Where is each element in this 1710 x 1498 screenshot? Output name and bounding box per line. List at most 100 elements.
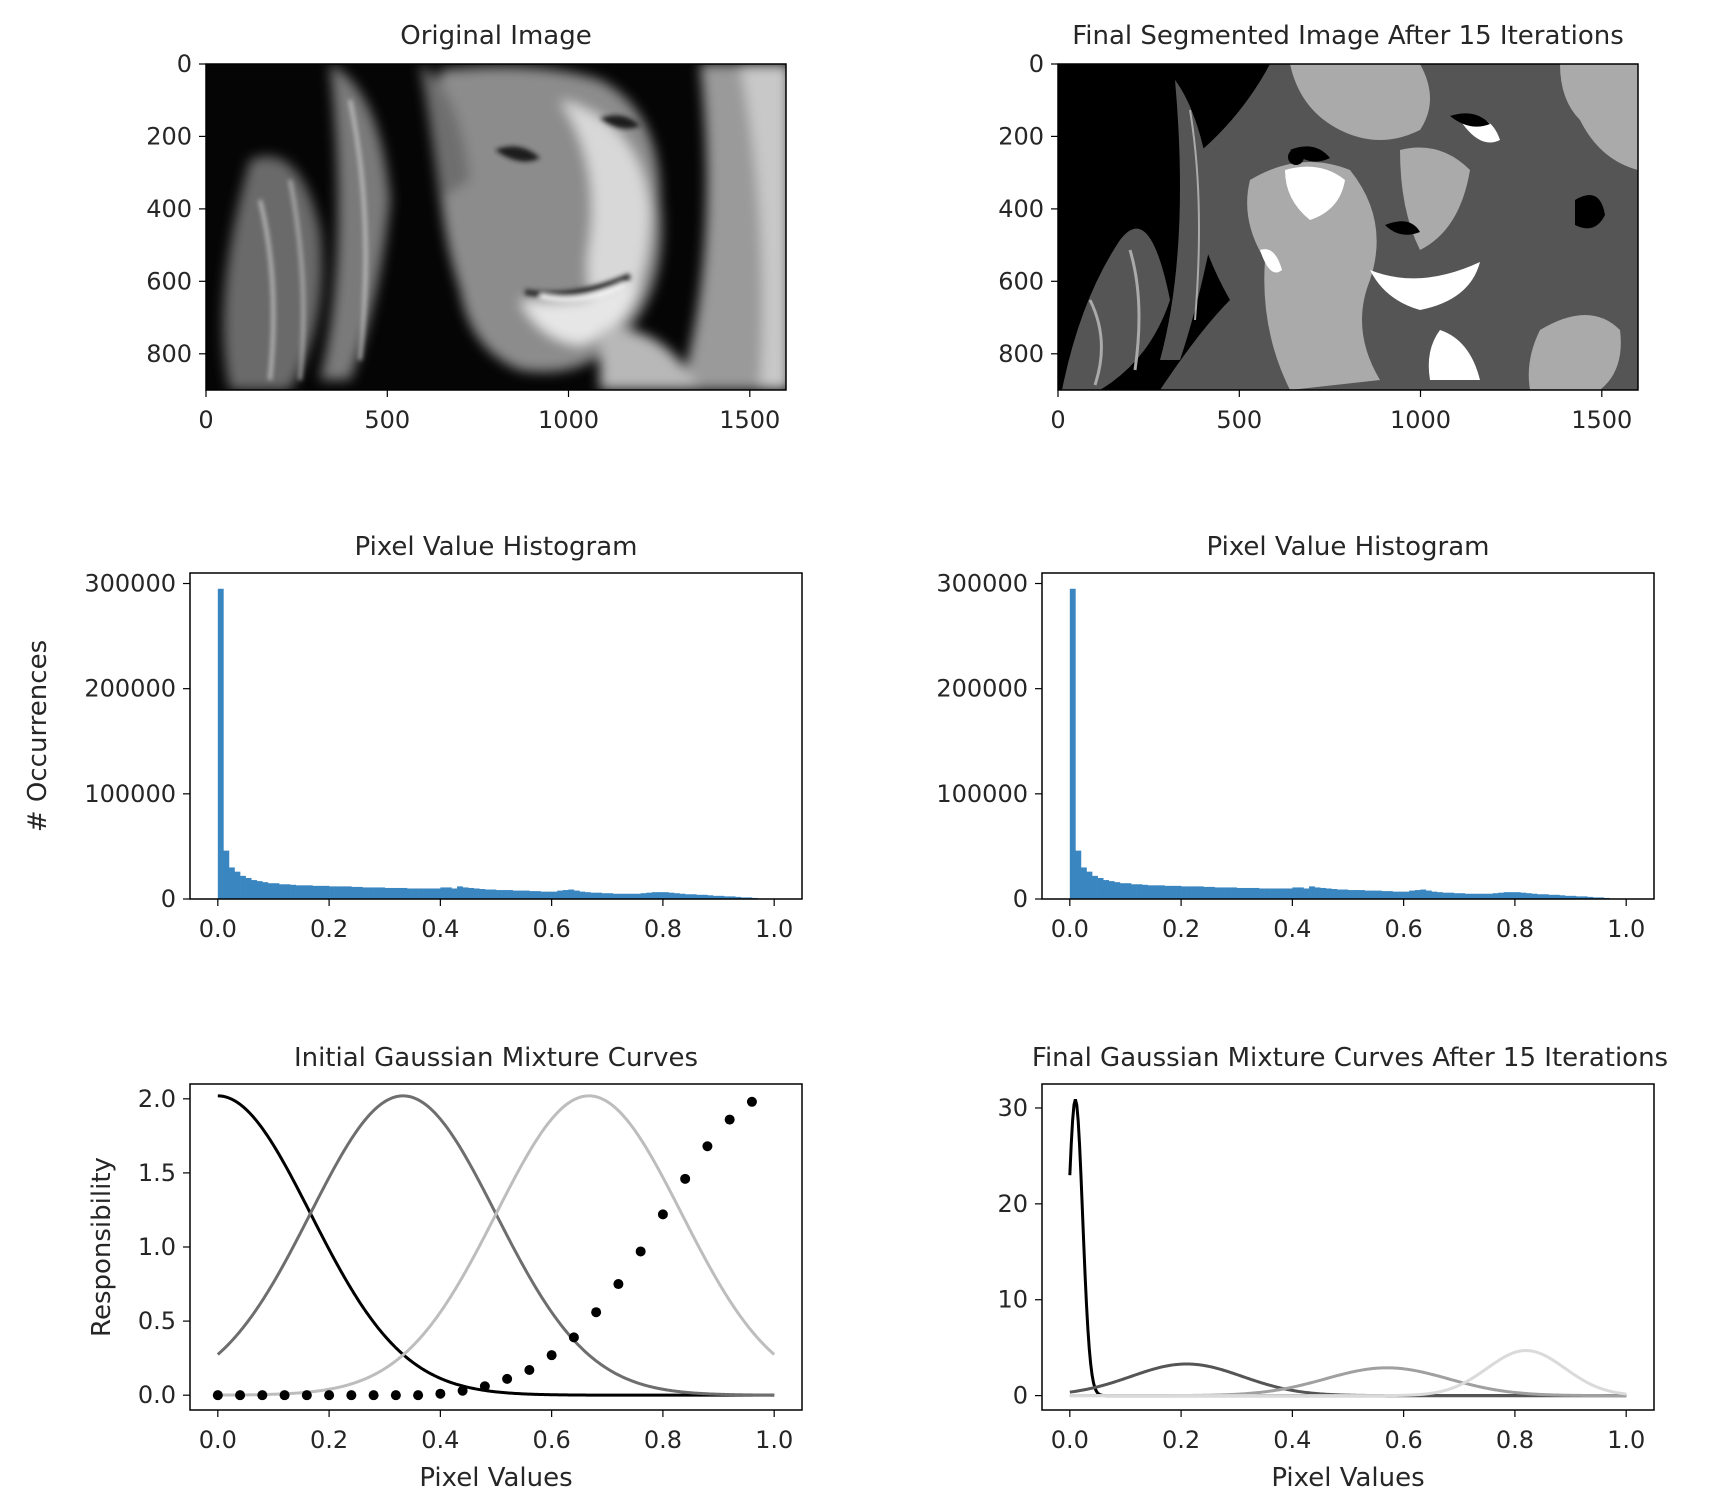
y-tick-label: 0 bbox=[1013, 1382, 1028, 1410]
histogram-bar bbox=[1520, 892, 1527, 899]
y-tick-label: 200000 bbox=[84, 675, 176, 703]
histogram-bar bbox=[1158, 885, 1165, 899]
histogram-bar bbox=[251, 880, 258, 899]
histogram-bar bbox=[635, 893, 641, 899]
y-tick-label: 0 bbox=[1013, 885, 1028, 913]
scatter-point bbox=[724, 1114, 735, 1125]
histogram-bar bbox=[1336, 889, 1343, 899]
x-tick-label: 0.8 bbox=[644, 1426, 682, 1454]
histogram-bar bbox=[1147, 885, 1154, 899]
y-tick-label: 10 bbox=[997, 1286, 1028, 1314]
scatter-point bbox=[235, 1390, 246, 1401]
histogram-bar bbox=[329, 886, 335, 899]
y-tick-label: 100000 bbox=[936, 780, 1028, 808]
histogram-bar bbox=[640, 893, 647, 899]
histogram-bar bbox=[1314, 887, 1321, 899]
x-tick-label: 1000 bbox=[1390, 406, 1451, 434]
histogram-bar bbox=[1392, 891, 1399, 899]
x-tick-label: 0.6 bbox=[533, 915, 571, 943]
x-tick-label: 1.0 bbox=[755, 1426, 793, 1454]
histogram-bar bbox=[1247, 887, 1254, 899]
histogram-bar bbox=[434, 888, 441, 899]
histogram-bar bbox=[279, 884, 285, 899]
histogram-bar bbox=[223, 850, 230, 899]
histogram-bar bbox=[1075, 850, 1082, 899]
scatter-point bbox=[591, 1307, 602, 1318]
histogram-bar bbox=[445, 887, 452, 899]
histogram-bar bbox=[1225, 887, 1232, 899]
scatter-point bbox=[457, 1385, 468, 1396]
histogram-bar bbox=[512, 890, 519, 899]
scatter-point bbox=[568, 1332, 579, 1343]
histogram-bar bbox=[1153, 885, 1160, 899]
segmented-image-y-ticks: 0 200 400 600 800 bbox=[998, 50, 1058, 368]
histogram-bar bbox=[1242, 887, 1249, 899]
x-tick-label: 0.4 bbox=[1273, 915, 1311, 943]
histogram-bar bbox=[662, 892, 669, 899]
histogram-bar bbox=[1542, 894, 1549, 899]
x-tick-label: 1500 bbox=[1571, 406, 1632, 434]
histogram-bar bbox=[1286, 888, 1293, 899]
histogram-bar bbox=[423, 888, 430, 899]
histogram-bar bbox=[1220, 887, 1226, 899]
histogram-bar bbox=[1553, 894, 1560, 899]
title-initial-gmm: Initial Gaussian Mixture Curves bbox=[294, 1043, 698, 1073]
scatter-point bbox=[613, 1279, 624, 1290]
histogram-left-bars bbox=[217, 588, 764, 899]
histogram-bar bbox=[1097, 877, 1104, 899]
histogram-bar bbox=[1526, 893, 1532, 899]
scatter-point bbox=[635, 1246, 646, 1257]
panel-original-image: Original Image bbox=[146, 21, 787, 434]
histogram-bar bbox=[1092, 875, 1098, 899]
histogram-bar bbox=[618, 893, 625, 899]
histogram-bar bbox=[401, 887, 408, 899]
y-tick-label: 2.0 bbox=[138, 1085, 176, 1113]
histogram-bar bbox=[451, 888, 458, 899]
histogram-bar bbox=[1169, 885, 1176, 899]
histogram-bar bbox=[1581, 896, 1588, 899]
histogram-bar bbox=[351, 886, 358, 899]
histogram-bar bbox=[1398, 891, 1404, 899]
histogram-bar bbox=[217, 588, 224, 899]
y-tick-label: 0 bbox=[177, 50, 192, 78]
scatter-point bbox=[657, 1209, 668, 1220]
y-tick-label: 200000 bbox=[936, 675, 1028, 703]
histogram-bar bbox=[1498, 892, 1505, 899]
histogram-bar bbox=[273, 883, 280, 899]
histogram-bar bbox=[462, 887, 469, 899]
panel-segmented-image: Final Segmented Image After 15 Iteration… bbox=[998, 21, 1639, 434]
histogram-bar bbox=[1080, 867, 1087, 899]
histogram-bar bbox=[440, 887, 447, 899]
y-tick-label: 0 bbox=[161, 885, 176, 913]
histogram-bar bbox=[657, 892, 664, 899]
histogram-bar bbox=[1186, 886, 1193, 899]
histogram-bar bbox=[1203, 886, 1210, 899]
histogram-left-y-ticks: 0 100000 200000 300000 bbox=[84, 570, 190, 913]
histogram-bar bbox=[406, 888, 413, 899]
histogram-right-x-ticks: 0.0 0.2 0.4 0.6 0.8 1.0 bbox=[1051, 899, 1645, 943]
histogram-bar bbox=[1175, 885, 1182, 899]
histogram-bar bbox=[484, 889, 491, 899]
histogram-bar bbox=[284, 884, 291, 899]
histogram-bar bbox=[501, 890, 508, 899]
histogram-bar bbox=[1409, 890, 1416, 899]
histogram-bar bbox=[612, 893, 619, 899]
x-tick-label: 0.4 bbox=[421, 1426, 459, 1454]
histogram-bar bbox=[1537, 894, 1544, 899]
histogram-right-y-ticks: 0 100000 200000 300000 bbox=[936, 570, 1042, 913]
histogram-bar bbox=[290, 884, 297, 899]
histogram-bar bbox=[1119, 883, 1126, 899]
title-histogram-right: Pixel Value Histogram bbox=[1207, 532, 1490, 562]
histogram-bar bbox=[1069, 588, 1076, 899]
segmented-image-raster bbox=[1058, 64, 1638, 390]
final-gmm-y-ticks: 0 10 20 30 bbox=[997, 1094, 1042, 1410]
y-tick-label: 20 bbox=[997, 1190, 1028, 1218]
histogram-left-frame bbox=[189, 572, 803, 900]
y-tick-label: 1.0 bbox=[138, 1233, 176, 1261]
y-tick-label: 200 bbox=[146, 122, 192, 150]
histogram-bar bbox=[1320, 887, 1327, 899]
histogram-bar bbox=[1114, 882, 1121, 899]
histogram-bar bbox=[1208, 886, 1215, 899]
scatter-point bbox=[680, 1173, 691, 1184]
histogram-bar bbox=[429, 888, 436, 899]
